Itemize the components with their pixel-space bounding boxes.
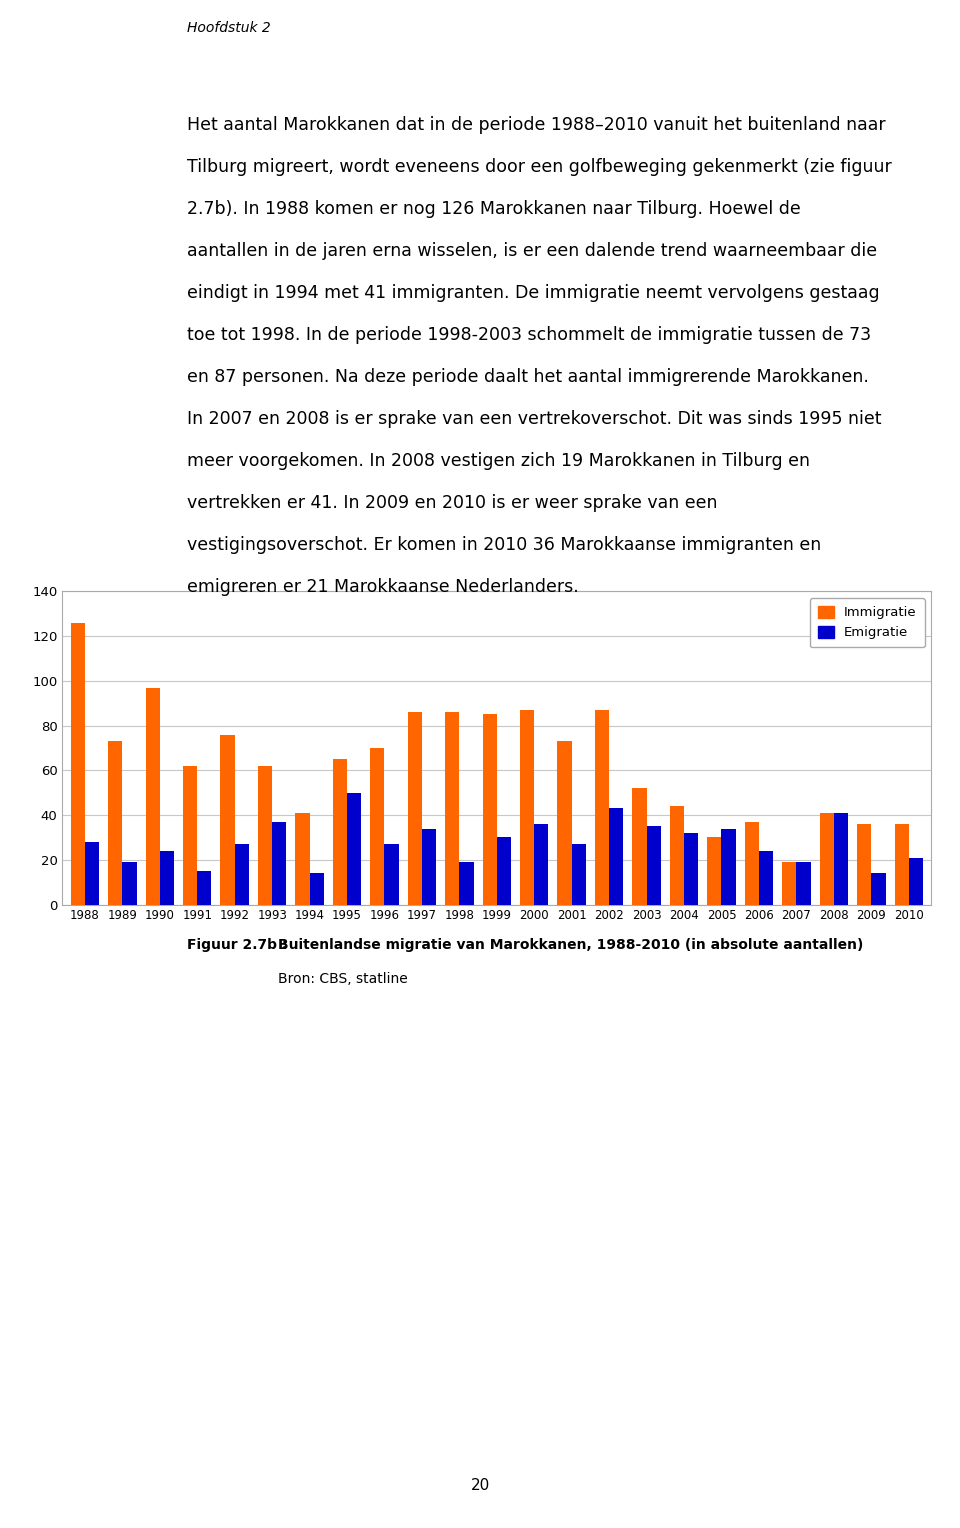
Text: 2.7b). In 1988 komen er nog 126 Marokkanen naar Tilburg. Hoewel de: 2.7b). In 1988 komen er nog 126 Marokkan…: [187, 200, 801, 219]
Text: Het aantal Marokkanen dat in de periode 1988–2010 vanuit het buitenland naar: Het aantal Marokkanen dat in de periode …: [187, 116, 886, 134]
Legend: Immigratie, Emigratie: Immigratie, Emigratie: [809, 597, 924, 648]
Bar: [647, 827, 660, 905]
Bar: [708, 837, 722, 905]
Bar: [221, 735, 234, 905]
Bar: [445, 712, 459, 905]
Text: emigreren er 21 Marokkaanse Nederlanders.: emigreren er 21 Marokkaanse Nederlanders…: [187, 578, 579, 596]
Bar: [684, 833, 698, 905]
Text: en 87 personen. Na deze periode daalt het aantal immigrerende Marokkanen.: en 87 personen. Na deze periode daalt he…: [187, 368, 869, 387]
Bar: [146, 688, 159, 905]
Bar: [483, 715, 497, 905]
Bar: [572, 843, 586, 905]
Bar: [108, 741, 122, 905]
Bar: [670, 807, 684, 905]
Bar: [459, 862, 473, 905]
Text: toe tot 1998. In de periode 1998-2003 schommelt de immigratie tussen de 73: toe tot 1998. In de periode 1998-2003 sc…: [187, 327, 872, 344]
Bar: [309, 874, 324, 905]
Bar: [759, 851, 773, 905]
Bar: [558, 741, 572, 905]
Text: eindigt in 1994 met 41 immigranten. De immigratie neemt vervolgens gestaag: eindigt in 1994 met 41 immigranten. De i…: [187, 284, 879, 303]
Text: Figuur 2.7b :: Figuur 2.7b :: [187, 938, 298, 952]
Bar: [535, 824, 548, 905]
Bar: [909, 857, 923, 905]
Bar: [633, 788, 647, 905]
Bar: [347, 793, 361, 905]
Text: vestigingsoverschot. Er komen in 2010 36 Marokkaanse immigranten en: vestigingsoverschot. Er komen in 2010 36…: [187, 536, 822, 555]
Bar: [408, 712, 421, 905]
Bar: [384, 843, 398, 905]
Text: Tilburg migreert, wordt eveneens door een golfbeweging gekenmerkt (zie figuur: Tilburg migreert, wordt eveneens door ee…: [187, 157, 892, 176]
Bar: [857, 824, 872, 905]
Bar: [183, 766, 197, 905]
Bar: [895, 824, 909, 905]
Text: In 2007 en 2008 is er sprake van een vertrekoverschot. Dit was sinds 1995 niet: In 2007 en 2008 is er sprake van een ver…: [187, 410, 881, 428]
Bar: [782, 862, 797, 905]
Text: vertrekken er 41. In 2009 en 2010 is er weer sprake van een: vertrekken er 41. In 2009 en 2010 is er …: [187, 494, 718, 512]
Text: aantallen in de jaren erna wisselen, is er een dalende trend waarneembaar die: aantallen in de jaren erna wisselen, is …: [187, 241, 877, 260]
Bar: [258, 766, 272, 905]
Bar: [722, 828, 735, 905]
Bar: [197, 871, 211, 905]
Bar: [820, 813, 834, 905]
Bar: [333, 759, 347, 905]
Bar: [234, 843, 249, 905]
Bar: [745, 822, 759, 905]
Bar: [595, 711, 610, 905]
Bar: [296, 813, 309, 905]
Bar: [84, 842, 99, 905]
Text: Bron: CBS, statline: Bron: CBS, statline: [278, 972, 408, 986]
Bar: [159, 851, 174, 905]
Text: meer voorgekomen. In 2008 vestigen zich 19 Marokkanen in Tilburg en: meer voorgekomen. In 2008 vestigen zich …: [187, 452, 810, 471]
Bar: [272, 822, 286, 905]
Bar: [872, 874, 885, 905]
Bar: [797, 862, 810, 905]
Bar: [610, 808, 623, 905]
Text: Buitenlandse migratie van Marokkanen, 1988-2010 (in absolute aantallen): Buitenlandse migratie van Marokkanen, 19…: [278, 938, 864, 952]
Text: 20: 20: [470, 1478, 490, 1493]
Bar: [122, 862, 136, 905]
Bar: [834, 813, 848, 905]
Bar: [71, 623, 84, 905]
Bar: [520, 711, 535, 905]
Bar: [421, 828, 436, 905]
Bar: [371, 747, 384, 905]
Text: Hoofdstuk 2: Hoofdstuk 2: [187, 21, 271, 35]
Bar: [497, 837, 511, 905]
